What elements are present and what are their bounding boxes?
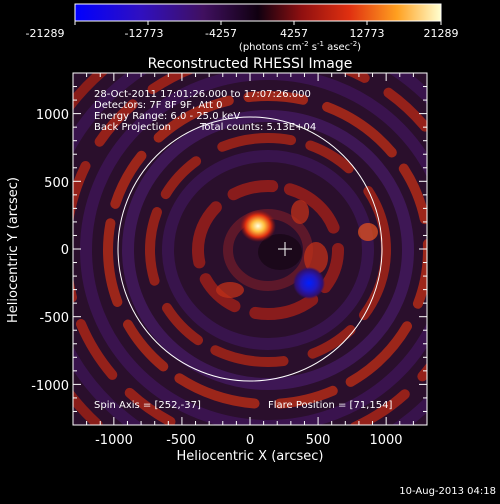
colorbar xyxy=(74,3,442,22)
y-tick-label: 1000 xyxy=(36,108,69,123)
timestamp: 10-Aug-2013 04:18 xyxy=(399,486,496,497)
time-range-text: 28-Oct-2011 17:01:26.000 to 17:07:26.000 xyxy=(94,89,311,100)
solar-limb-circle xyxy=(117,116,383,382)
x-axis-label: Heliocentric X (arcsec) xyxy=(177,449,324,464)
x-tick-label: -1000 xyxy=(95,433,133,448)
y-tick-label: -500 xyxy=(39,311,69,326)
x-axis-ticks xyxy=(72,73,428,425)
plot-title: Reconstructed RHESSI Image xyxy=(148,56,353,72)
y-axis-ticks xyxy=(73,72,427,426)
colorbar-tick-label: -4257 xyxy=(205,27,237,40)
x-tick-labels: -1000 -500 0 500 1000 xyxy=(95,433,402,448)
colorbar-tick-label: -12773 xyxy=(125,27,164,40)
spin-axis-text: Spin Axis = [252,-37] xyxy=(94,400,201,411)
colorbar-ticks xyxy=(74,21,442,25)
colorbar-tick-label: 4257 xyxy=(280,27,308,40)
method-text: Back Projection xyxy=(94,122,171,133)
x-tick-label: 0 xyxy=(246,433,254,448)
colorbar-units: (photons cm-2 s-1 asec-2) xyxy=(239,40,361,53)
colorbar-tick-label: 12773 xyxy=(350,27,385,40)
x-tick-label: 1000 xyxy=(369,433,402,448)
colorbar-tick-label: 21289 xyxy=(424,27,459,40)
y-tick-label: 0 xyxy=(61,243,69,258)
spin-axis-cross-icon xyxy=(278,242,292,256)
x-tick-label: -500 xyxy=(166,433,196,448)
y-tick-label: -1000 xyxy=(31,379,69,394)
observation-info: 28-Oct-2011 17:01:26.000 to 17:07:26.000… xyxy=(94,89,316,133)
colorbar-tick-labels: -21289 -12773 -4257 4257 12773 21289 xyxy=(26,27,459,40)
bright-source xyxy=(240,210,276,242)
detectors-text: Detectors: 7F 8F 9F, Att 0 xyxy=(94,100,222,111)
y-tick-label: 500 xyxy=(44,176,69,191)
image-area xyxy=(73,73,427,425)
x-tick-label: 500 xyxy=(306,433,331,448)
y-tick-labels: 1000 500 0 -500 -1000 xyxy=(31,108,69,394)
y-axis-label: Heliocentric Y (arcsec) xyxy=(6,177,21,323)
negative-source xyxy=(293,267,325,299)
energy-range-text: Energy Range: 6.0 - 25.0 keV xyxy=(94,111,240,122)
flare-position-text: Flare Position = [71,154] xyxy=(268,400,392,411)
total-counts-text: Total counts: 5.13E+04 xyxy=(199,122,316,133)
colorbar-tick-label: -21289 xyxy=(26,27,65,40)
